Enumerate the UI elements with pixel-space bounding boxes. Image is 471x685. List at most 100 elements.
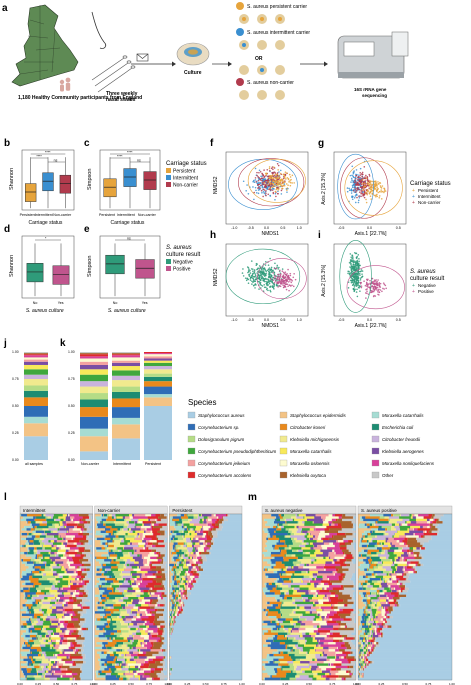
area-segment: [136, 525, 142, 529]
area-segment: [27, 656, 28, 659]
area-segment: [54, 540, 57, 543]
area-segment: [94, 561, 100, 565]
area-segment: [81, 627, 83, 631]
area-segment-saureus: [198, 578, 242, 581]
area-segment: [40, 542, 45, 546]
area-segment: [20, 594, 25, 598]
area-segment: [183, 556, 189, 560]
data-point: [252, 179, 255, 182]
area-segment: [20, 646, 22, 650]
data-point: [280, 189, 283, 192]
data-point: [270, 275, 273, 278]
area-segment: [51, 646, 54, 650]
area-segment-saureus: [81, 677, 93, 681]
y-axis-label: NMDS2: [213, 268, 219, 286]
area-segment: [111, 525, 124, 529]
data-point: [263, 182, 266, 184]
area-segment: [105, 599, 107, 603]
data-point: [277, 182, 279, 185]
area-segment: [126, 658, 130, 662]
area-segment: [65, 568, 68, 572]
area-segment: [45, 670, 49, 674]
area-segment: [82, 585, 84, 588]
area-segment: [183, 525, 185, 529]
data-point: [357, 283, 359, 286]
area-segment: [113, 606, 123, 610]
area-segment-saureus: [91, 528, 93, 531]
area-segment: [94, 634, 99, 638]
area-segment: [106, 580, 114, 584]
area-segment: [26, 537, 35, 541]
area-segment: [198, 537, 208, 541]
area-segment: [163, 668, 167, 671]
data-point: [279, 172, 282, 175]
data-point: [279, 282, 282, 284]
area-segment: [26, 630, 29, 633]
area-segment: [132, 632, 137, 636]
area-segment: [99, 592, 103, 595]
area-segment: [147, 516, 159, 520]
area-segment: [125, 516, 130, 520]
area-segment: [156, 639, 159, 643]
area-segment: [61, 542, 64, 546]
area-segment-saureus: [206, 556, 242, 560]
area-segment: [126, 644, 128, 648]
area-segment: [43, 573, 46, 576]
data-point: [353, 286, 356, 288]
data-point: [346, 187, 349, 189]
area-segment: [223, 516, 226, 520]
area-segment: [63, 525, 65, 529]
species-legend-item: Corynebacterium sp.: [198, 425, 240, 430]
panel-a: a 1,180 Healthy Community participants f…: [2, 2, 409, 103]
area-segment-saureus: [165, 601, 168, 605]
species-legend-item: Moraxella nonliquefaciens: [382, 461, 435, 466]
area-segment: [31, 644, 33, 648]
data-point: [269, 272, 271, 274]
data-point: [264, 264, 267, 266]
area-segment: [80, 668, 82, 671]
area-segment: [29, 589, 38, 593]
area-segment: [223, 518, 228, 522]
area-segment: [23, 516, 34, 520]
area-segment: [105, 644, 115, 648]
area-segment: [113, 573, 120, 576]
legend-swatch: [371, 447, 380, 455]
area-segment: [136, 582, 138, 586]
area-segment-saureus: [86, 611, 93, 614]
data-point: [362, 186, 365, 188]
area-segment: [136, 611, 146, 614]
area-segment: [117, 528, 121, 531]
data-point: [360, 286, 363, 289]
data-point: [260, 184, 262, 187]
y-tick-label: 0.50: [12, 404, 19, 408]
area-segment: [55, 606, 64, 610]
area-segment: [130, 554, 138, 557]
confidence-ellipse: [346, 265, 405, 310]
area-segment: [172, 516, 181, 520]
data-point: [376, 289, 378, 291]
area-segment: [183, 566, 189, 569]
area-segment: [153, 620, 165, 624]
area-segment: [126, 611, 131, 614]
area-segment: [50, 658, 62, 662]
area-segment: [132, 599, 140, 603]
area-segment: [42, 601, 50, 605]
area-segment: [171, 568, 174, 572]
data-point: [365, 292, 367, 294]
data-point: [272, 276, 274, 279]
area-segment: [51, 642, 56, 645]
area-segment: [85, 554, 90, 557]
area-segment: [20, 639, 27, 643]
area-segment: [107, 556, 110, 560]
area-segment: [27, 547, 29, 550]
area-segment: [191, 568, 196, 572]
area-segment: [177, 547, 188, 550]
area-segment: [56, 540, 66, 543]
area-segment: [40, 537, 45, 541]
data-point: [252, 270, 254, 273]
area-segment: [49, 618, 59, 622]
area-segment: [46, 573, 54, 576]
data-point: [266, 269, 269, 272]
area-segment: [141, 573, 144, 576]
